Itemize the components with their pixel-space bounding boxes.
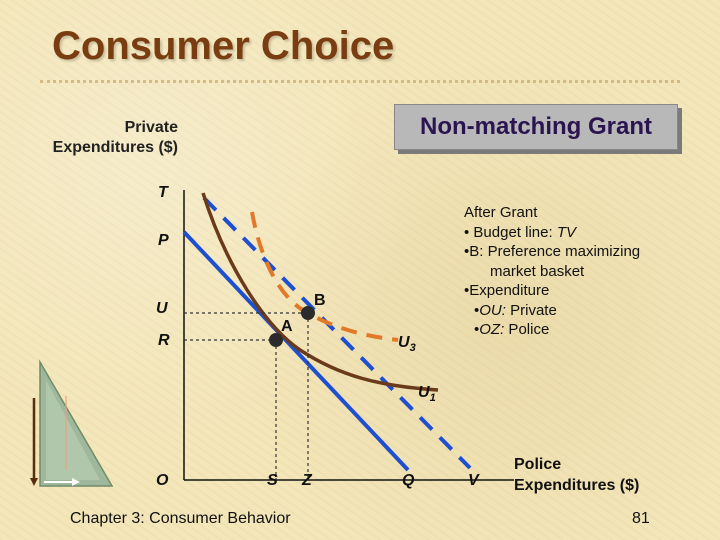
notes-police-segment: OZ: bbox=[479, 321, 505, 338]
title-divider bbox=[40, 80, 680, 83]
notes-budget-line-value: TV bbox=[556, 223, 576, 241]
curve-label-u1: U1 bbox=[418, 384, 436, 404]
y-axis-title-line1: Private bbox=[124, 119, 178, 136]
y-axis-title-line2: Expenditures ($) bbox=[52, 139, 178, 156]
page-number: 81 bbox=[632, 510, 650, 527]
y-axis-title: Private Expenditures ($) bbox=[24, 118, 178, 158]
x-label-v: V bbox=[468, 472, 479, 489]
x-axis-title-line2: Expenditures ($) bbox=[514, 477, 640, 494]
y-label-r: R bbox=[158, 332, 170, 349]
point-b-label: B bbox=[314, 292, 326, 309]
x-label-z: Z bbox=[302, 472, 312, 489]
notes-budget-line-text: • Budget line: bbox=[464, 223, 557, 241]
x-axis-title-line1: Police bbox=[514, 456, 562, 473]
budget-line-tv bbox=[202, 196, 472, 470]
notes-private-text: Private bbox=[505, 301, 557, 319]
notes-police-text: Police bbox=[504, 321, 550, 338]
x-label-q: Q bbox=[402, 472, 415, 489]
curve-label-u1-base: U bbox=[418, 384, 430, 401]
grant-type-box: Non-matching Grant bbox=[394, 104, 678, 150]
curve-label-u3: U3 bbox=[398, 334, 416, 354]
notes-police-bullet: • bbox=[474, 321, 480, 338]
x-label-o: O bbox=[156, 472, 169, 489]
point-a-marker bbox=[269, 333, 283, 347]
x-axis-title: Police Expenditures ($) bbox=[514, 454, 684, 496]
x-label-s: S bbox=[267, 472, 278, 489]
notes-market-basket: market basket bbox=[490, 262, 585, 280]
indifference-curve-u3 bbox=[250, 211, 399, 342]
budget-line-pq bbox=[182, 230, 410, 472]
notes-private-segment: OU: bbox=[479, 301, 506, 319]
curve-label-u1-sub: 1 bbox=[429, 392, 436, 405]
chapter-footer: Chapter 3: Consumer Behavior bbox=[70, 510, 291, 527]
point-a-label: A bbox=[281, 318, 293, 335]
notes-preference: •B: Preference maximizing bbox=[464, 243, 641, 260]
indifference-curve-u1 bbox=[201, 192, 439, 392]
after-grant-notes: After Grant • Budget line: TV •B: Prefer… bbox=[456, 203, 674, 340]
notes-police: •OZ: Police bbox=[456, 320, 674, 340]
y-label-t: T bbox=[158, 184, 168, 201]
notes-private: •OU: Private bbox=[456, 301, 674, 321]
curve-label-u3-base: U bbox=[398, 334, 410, 351]
notes-expenditure: •Expenditure bbox=[464, 282, 550, 299]
y-label-p: P bbox=[158, 232, 169, 249]
slide-title: Consumer Choice bbox=[52, 24, 395, 68]
notes-private-bullet: • bbox=[474, 301, 480, 319]
notes-heading: After Grant bbox=[464, 204, 538, 221]
curve-label-u3-sub: 3 bbox=[409, 342, 416, 355]
notes-budget-line: • Budget line: TV bbox=[456, 223, 674, 243]
y-label-u: U bbox=[156, 300, 168, 317]
point-b-marker bbox=[301, 306, 315, 320]
